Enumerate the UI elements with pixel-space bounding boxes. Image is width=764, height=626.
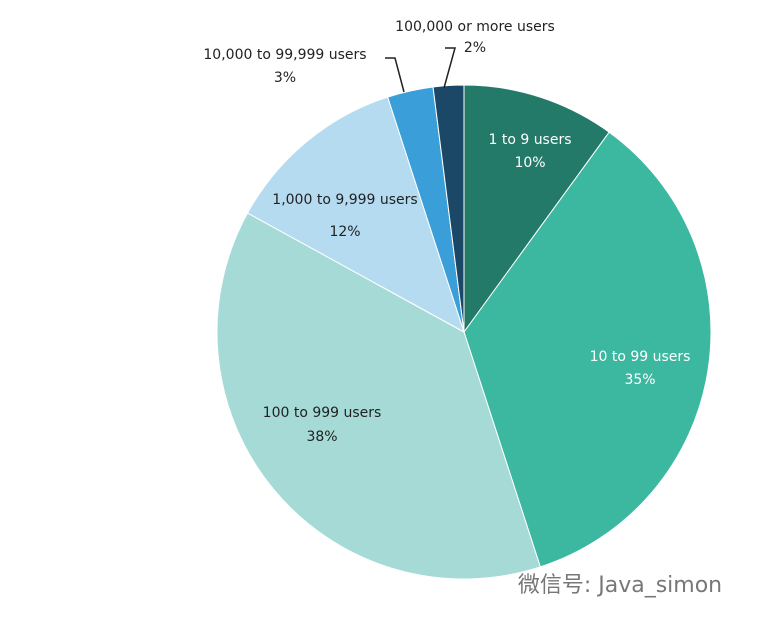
leader-line	[443, 47, 456, 89]
value-label: 10%	[514, 155, 545, 171]
leader-line	[385, 57, 405, 93]
pie-slice	[432, 84, 465, 333]
slice-label: 100 to 999 users	[263, 405, 382, 421]
pie-slice	[246, 96, 465, 334]
pie-slice	[463, 131, 712, 568]
pie-slice	[216, 212, 541, 580]
value-label: 2%	[464, 40, 486, 56]
pie-slice	[463, 84, 610, 334]
slice-label: 10 to 99 users	[590, 349, 691, 365]
value-label: 35%	[624, 372, 655, 388]
watermark: 微信号: Java_simon	[518, 573, 722, 598]
slice-label: 100,000 or more users	[395, 19, 555, 35]
value-label: 38%	[306, 429, 337, 445]
slice-label: 1,000 to 9,999 users	[272, 192, 417, 208]
value-label: 12%	[329, 224, 360, 240]
value-label: 3%	[274, 70, 296, 86]
slice-label: 10,000 to 99,999 users	[203, 47, 366, 63]
slice-label: 1 to 9 users	[488, 132, 571, 148]
